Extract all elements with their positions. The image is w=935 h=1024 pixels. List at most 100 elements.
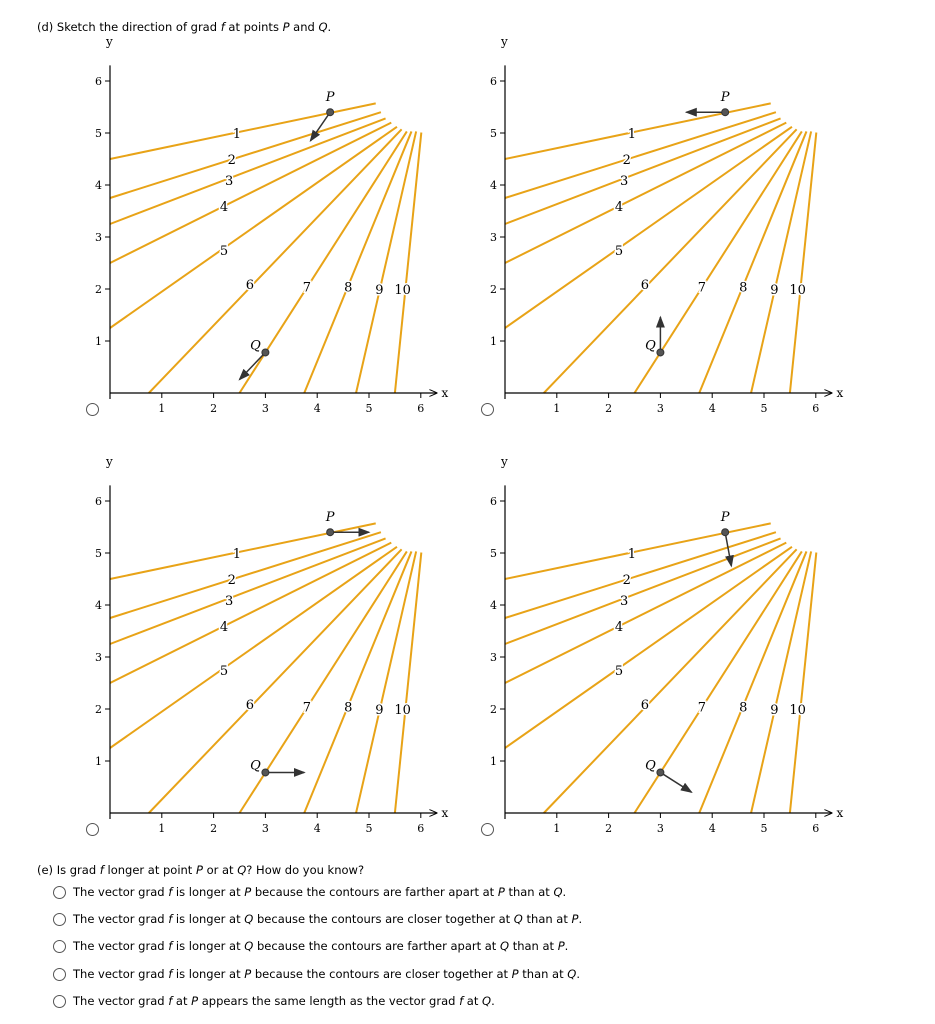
part-e-option[interactable]: The vector grad f is longer at P because… (53, 967, 580, 981)
y-tick-label: 1 (490, 755, 497, 768)
text-segment: P (511, 967, 519, 981)
option-radio-2[interactable] (481, 403, 494, 416)
contour-label: 7 (698, 700, 706, 715)
y-tick-label: 3 (95, 231, 102, 244)
text-segment: f (168, 885, 173, 899)
part-e-option[interactable]: The vector grad f is longer at Q because… (53, 912, 582, 926)
text-segment: f (168, 939, 173, 953)
point-Q (656, 768, 665, 777)
gradient-vector-Q (238, 351, 266, 381)
x-tick-label: 5 (761, 822, 768, 835)
point-P (326, 108, 335, 117)
contour-label: 9 (770, 283, 778, 298)
point-label-Q: Q (250, 338, 261, 353)
contour-plot: 1 2 3 4 5 6 1 2 3 4 5 6 x y 1 2 3 4 5 6 7 8 9 10 P Q (490, 455, 844, 835)
contour-label: 8 (344, 280, 352, 295)
contour-label: 9 (770, 703, 778, 718)
option-label: The vector grad f is longer at P because… (73, 885, 566, 899)
text-segment: and (289, 20, 319, 34)
text-segment: The vector grad (73, 994, 169, 1008)
option-plot-4: 1 2 3 4 5 6 1 2 3 4 5 6 x y 1 2 3 4 5 6 7 8 9 10 P Q (475, 455, 855, 847)
contour-label: 10 (394, 703, 411, 718)
y-axis-label: y (500, 38, 508, 49)
x-tick-label: 4 (314, 402, 321, 415)
x-tick-label: 5 (761, 402, 768, 415)
part-e-option[interactable]: The vector grad f is longer at P because… (53, 885, 566, 899)
x-tick-label: 5 (366, 402, 373, 415)
text-segment: than at (518, 967, 568, 981)
option-radio-3[interactable] (86, 823, 99, 836)
radio-button[interactable] (53, 994, 66, 1008)
x-tick-label: 6 (812, 402, 819, 415)
contour-label: 1 (628, 127, 636, 142)
y-tick-label: 1 (490, 335, 497, 348)
text-segment: Q (553, 885, 563, 899)
y-tick-label: 5 (95, 127, 102, 140)
y-tick-label: 3 (490, 651, 497, 664)
radio-button[interactable] (53, 885, 66, 899)
text-segment: . (327, 20, 332, 34)
part-e-option[interactable]: The vector grad f is longer at Q because… (53, 939, 568, 953)
text-segment: is longer at (172, 939, 245, 953)
text-segment: because the contours are closer together… (253, 912, 514, 926)
x-tick-label: 2 (210, 402, 217, 415)
text-segment: appears the same length as the vector gr… (198, 994, 460, 1008)
y-axis-label: y (105, 38, 113, 49)
option-plot-2: 1 2 3 4 5 6 1 2 3 4 5 6 x y 1 2 3 4 5 6 7 8 9 10 P Q (475, 35, 855, 427)
radio-button[interactable] (53, 912, 66, 926)
text-segment: than at (504, 885, 554, 899)
text-segment: The vector grad (73, 912, 169, 926)
text-segment: P (191, 994, 199, 1008)
text-segment: or at (202, 863, 238, 877)
radio-button[interactable] (53, 939, 66, 953)
point-Q (656, 348, 665, 357)
contour-line (109, 125, 398, 329)
text-segment: Q (567, 967, 577, 981)
x-tick-label: 6 (417, 402, 424, 415)
contour-line (504, 125, 793, 329)
text-segment: Q (244, 912, 254, 926)
contour-label: 7 (698, 280, 706, 295)
x-tick-label: 1 (553, 822, 560, 835)
contour-label: 6 (641, 278, 649, 293)
point-Q (261, 768, 270, 777)
part-e-prompt: (e) Is grad f longer at point P or at Q?… (37, 863, 364, 877)
text-segment: . (564, 939, 569, 953)
radio-button[interactable] (53, 967, 66, 981)
contour-label: 6 (246, 698, 254, 713)
text-segment: because the contours are farther apart a… (253, 939, 500, 953)
contour-line (750, 551, 813, 814)
contour-line (788, 132, 818, 394)
option-label: The vector grad f is longer at P because… (73, 967, 580, 981)
text-segment: The vector grad (73, 885, 169, 899)
contour-line (109, 531, 382, 619)
option-radio-1[interactable] (86, 403, 99, 416)
text-segment: Q (318, 20, 328, 34)
x-tick-label: 1 (158, 402, 165, 415)
contour-line (698, 131, 808, 394)
y-tick-label: 5 (95, 547, 102, 560)
contour-label: 4 (615, 200, 623, 215)
contour-line (788, 552, 818, 814)
contour-label: 4 (220, 620, 228, 635)
y-tick-label: 2 (490, 283, 497, 296)
text-segment: because the contours are farther apart a… (251, 885, 498, 899)
text-segment: f (220, 20, 225, 34)
option-label: The vector grad f is longer at Q because… (73, 939, 568, 953)
text-segment: at (172, 994, 192, 1008)
contour-line (504, 531, 777, 619)
contour-line (148, 548, 403, 814)
part-e-option[interactable]: The vector grad f at P appears the same … (53, 994, 495, 1008)
y-tick-label: 6 (95, 75, 102, 88)
text-segment: f (99, 863, 104, 877)
contour-line (109, 537, 386, 645)
point-P (326, 528, 335, 537)
x-tick-label: 4 (709, 402, 716, 415)
option-radio-4[interactable] (481, 823, 494, 836)
contour-line (109, 111, 382, 199)
text-segment: P (244, 885, 252, 899)
x-tick-label: 1 (158, 822, 165, 835)
contour-label: 10 (394, 283, 411, 298)
contour-label: 4 (220, 200, 228, 215)
text-segment: P (571, 912, 579, 926)
